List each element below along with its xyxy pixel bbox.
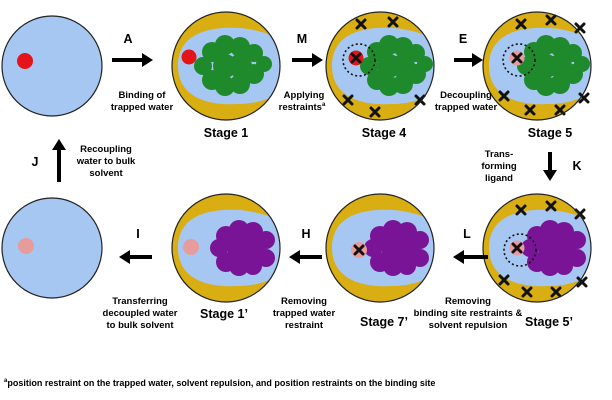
ligand-green — [360, 35, 433, 96]
water-decoupled-icon — [18, 238, 34, 254]
svg-text:water to bulk: water to bulk — [76, 156, 136, 167]
stage-5-graphic — [482, 11, 592, 121]
step-desc-L: Removing binding site restraints & solve… — [414, 296, 523, 331]
svg-text:decoupled water: decoupled water — [103, 308, 178, 319]
step-desc-E: Decoupling trapped water — [435, 90, 498, 113]
svg-text:Binding of: Binding of — [119, 90, 167, 101]
ligand-purple — [210, 220, 275, 276]
svg-text:solvent repulsion: solvent repulsion — [429, 320, 508, 331]
step-desc-I: Transferring decoupled water to bulk sol… — [103, 296, 178, 331]
stage-5-prime-graphic — [482, 193, 592, 303]
svg-text:ligand: ligand — [485, 173, 513, 184]
svg-text:restraintsa: restraintsa — [279, 102, 326, 113]
restraint-boundary — [342, 43, 376, 77]
stage-label-1-prime: Stage 1’ — [200, 307, 248, 321]
solvent-circle — [1, 15, 103, 117]
step-letter-K: K — [572, 159, 581, 173]
restraint-boundary — [502, 43, 536, 77]
step-desc-J: Recoupling water to bulk solvent — [76, 144, 136, 179]
svg-text:Decoupling: Decoupling — [440, 90, 492, 101]
footnote-text: position restraint on the trapped water,… — [7, 378, 436, 388]
footnote-mark: a — [4, 378, 8, 384]
step-desc-M: Applying restraintsa — [279, 90, 326, 113]
solvent-circle — [1, 197, 103, 299]
restraint-boundary — [503, 233, 537, 267]
svg-text:Recoupling: Recoupling — [80, 144, 132, 155]
stage-label-7-prime: Stage 7’ — [360, 315, 408, 329]
stage-4-graphic — [325, 11, 435, 121]
water-decoupled-icon — [183, 239, 199, 255]
water-coupled-icon — [17, 53, 33, 69]
step-letter-E: E — [459, 32, 467, 46]
stage-7-prime-graphic — [325, 193, 435, 303]
stage-1-prime-graphic — [171, 193, 281, 303]
step-letter-M: M — [297, 32, 307, 46]
step-letter-L: L — [463, 227, 471, 241]
step-desc-H: Removing trapped water restraint — [273, 296, 336, 331]
svg-text:restraint: restraint — [285, 320, 324, 331]
step-letter-J: J — [32, 155, 39, 169]
stage-1-graphic — [171, 11, 281, 121]
svg-text:trapped water: trapped water — [273, 308, 336, 319]
ligand-purple — [521, 220, 586, 276]
stage-label-5-prime: Stage 5’ — [525, 315, 573, 329]
svg-text:trapped water: trapped water — [111, 102, 174, 113]
step-desc-K: Trans- forming ligand — [481, 149, 517, 184]
svg-text:Removing: Removing — [281, 296, 327, 307]
svg-text:forming: forming — [481, 161, 517, 172]
ligand-purple — [364, 220, 429, 276]
svg-text:Transferring: Transferring — [112, 296, 168, 307]
svg-text:binding site restraints &: binding site restraints & — [414, 308, 523, 319]
svg-text:trapped water: trapped water — [435, 102, 498, 113]
step-letter-H: H — [301, 227, 310, 241]
ligand-green — [517, 35, 590, 96]
svg-text:solvent: solvent — [89, 168, 123, 179]
stage-0-prime-bulk-water — [1, 197, 103, 299]
water-coupled-icon — [181, 49, 197, 65]
svg-text:Removing: Removing — [445, 296, 491, 307]
stage-label-1: Stage 1 — [204, 126, 249, 140]
step-desc-A: Binding of trapped water — [111, 90, 174, 113]
ligand-green — [194, 35, 272, 96]
svg-text:Applying: Applying — [284, 90, 325, 101]
footnote: aposition restraint on the trapped water… — [4, 378, 608, 388]
step-letter-A: A — [123, 32, 132, 46]
svg-text:Trans-: Trans- — [485, 149, 514, 160]
step-letter-I: I — [136, 227, 139, 241]
stage-0-bulk-water — [1, 15, 103, 117]
stage-label-4: Stage 4 — [362, 126, 407, 140]
arrow-icon — [52, 53, 557, 264]
svg-text:to bulk solvent: to bulk solvent — [106, 320, 174, 331]
stage-label-5: Stage 5 — [528, 126, 573, 140]
